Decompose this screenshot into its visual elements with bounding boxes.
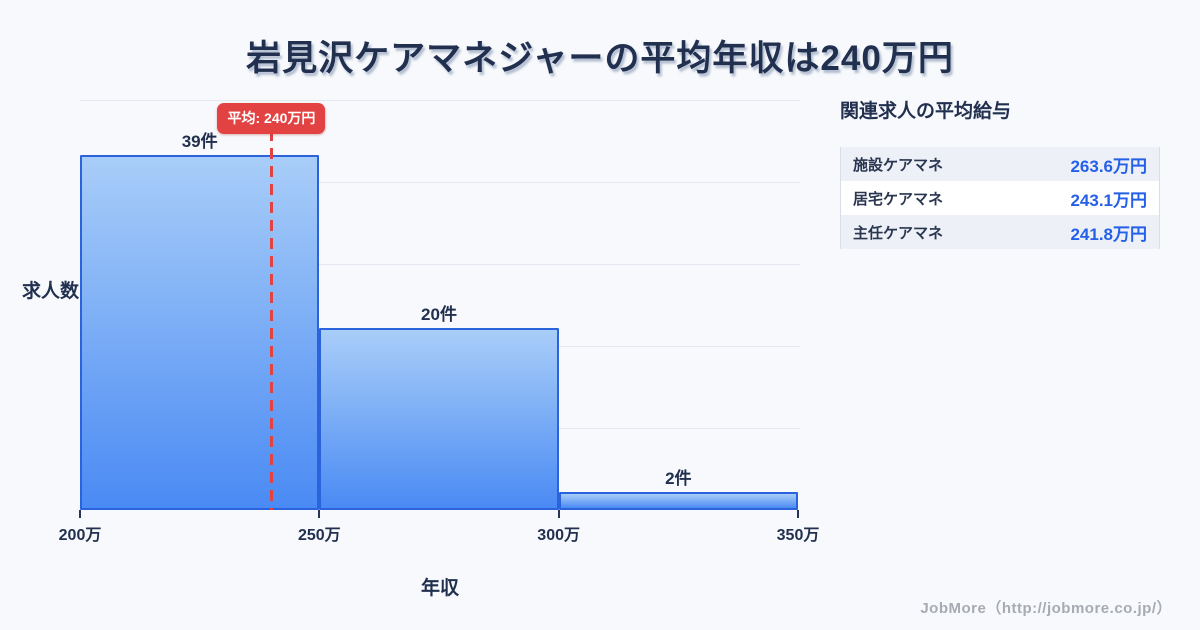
bar-200-250: [80, 154, 320, 510]
list-item: 居宅ケアマネ 243.1万円: [841, 181, 1159, 215]
y-axis-title: 求人数: [22, 281, 80, 302]
x-tick-mark: [797, 510, 799, 518]
panel-heading: 関連求人の平均給与: [840, 101, 1012, 122]
gridline: [80, 100, 800, 101]
x-axis-title: 年収: [420, 578, 459, 599]
bar-count-label: 39件: [181, 131, 218, 151]
site-credit: JobMore（http://jobmore.co.jp/）: [920, 600, 1172, 617]
x-tick-mark: [557, 510, 560, 518]
job-salary-value: 263.6万円: [1070, 156, 1147, 176]
average-dashed-line: [269, 130, 273, 510]
list-item: 主任ケアマネ 241.8万円: [841, 215, 1159, 249]
x-tick-mark: [79, 510, 81, 518]
job-salary-value: 241.8万円: [1070, 224, 1147, 244]
x-tick-label: 350万: [776, 527, 820, 544]
job-salary-value: 243.1万円: [1070, 190, 1147, 210]
average-badge: 平均: 240万円: [217, 103, 326, 134]
bar-count-label: 20件: [421, 304, 457, 324]
page-title: 岩見沢ケアマネジャーの平均年収は240万円: [246, 39, 954, 78]
x-tick-label: 200万: [58, 527, 102, 544]
x-tick-label: 250万: [297, 527, 341, 544]
bar-250-300: [319, 327, 559, 510]
gridline: [80, 264, 800, 265]
related-jobs-list: 施設ケアマネ 263.6万円 居宅ケアマネ 243.1万円 主任ケアマネ 241…: [840, 147, 1160, 249]
job-type-label: 施設ケアマネ: [853, 156, 944, 174]
gridline: [80, 182, 800, 183]
list-item: 施設ケアマネ 263.6万円: [841, 147, 1159, 181]
x-tick-label: 300万: [537, 527, 580, 544]
job-type-label: 主任ケアマネ: [853, 224, 944, 242]
bar-300-350: [558, 491, 798, 510]
x-tick-mark: [318, 510, 321, 518]
bar-count-label: 2件: [665, 468, 692, 488]
job-type-label: 居宅ケアマネ: [853, 190, 944, 208]
